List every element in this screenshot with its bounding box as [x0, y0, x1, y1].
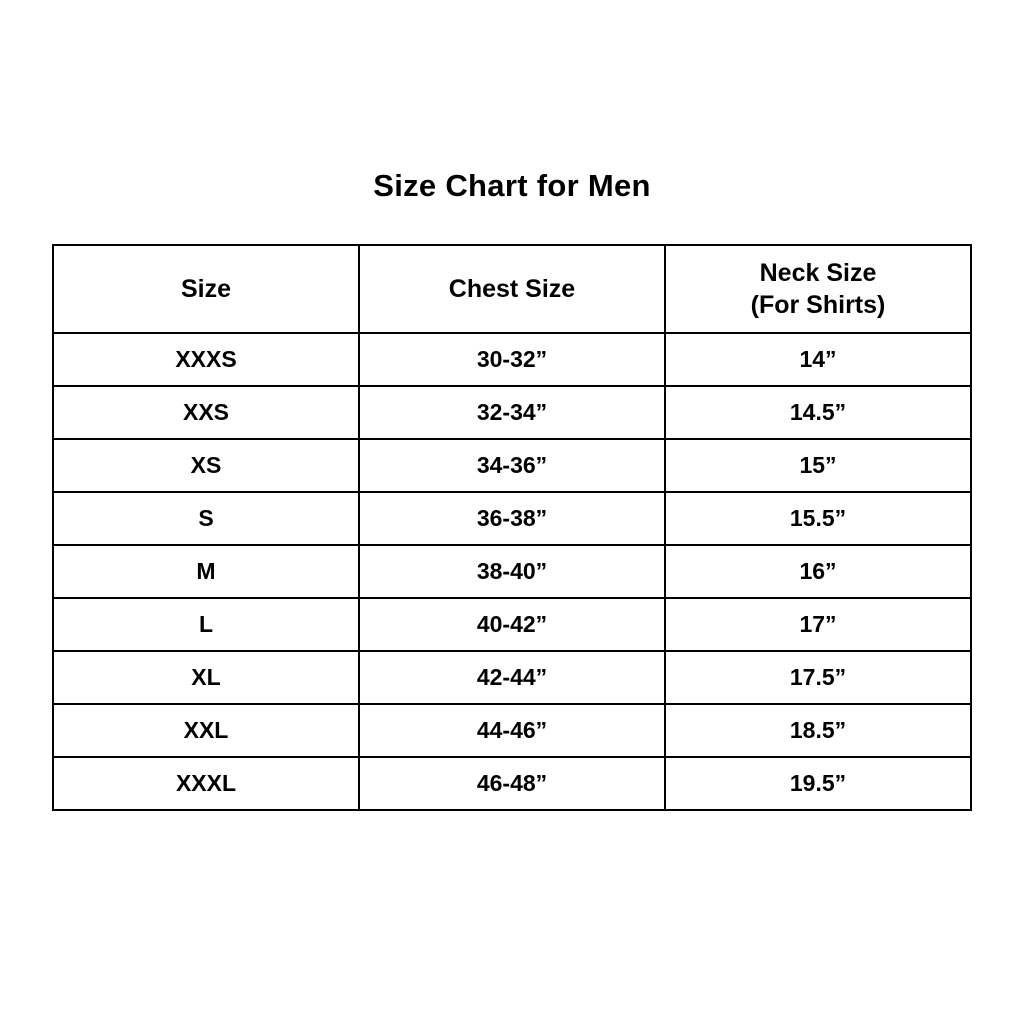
neck-size-cell: 16”	[664, 544, 972, 599]
chest-size-cell: 44-46”	[358, 703, 666, 758]
neck-size-header-line1: Neck Size	[759, 258, 877, 287]
neck-size-cell: 19.5”	[664, 756, 972, 811]
chest-size-cell: 42-44”	[358, 650, 666, 705]
neck-size-cell: 18.5”	[664, 703, 972, 758]
size-cell: XXS	[52, 385, 360, 440]
size-chart-table: Size Chest Size Neck Size (For Shirts) X…	[52, 244, 972, 811]
table-row: XXL 44-46” 18.5”	[52, 703, 972, 758]
chest-size-cell: 46-48”	[358, 756, 666, 811]
chest-size-cell: 36-38”	[358, 491, 666, 546]
chest-size-column-header: Chest Size	[358, 244, 666, 334]
size-column-header: Size	[52, 244, 360, 334]
size-cell: S	[52, 491, 360, 546]
table-row: XXXL 46-48” 19.5”	[52, 756, 972, 811]
neck-size-cell: 17.5”	[664, 650, 972, 705]
page-title: Size Chart for Men	[373, 168, 651, 203]
table-row: XXS 32-34” 14.5”	[52, 385, 972, 440]
neck-size-cell: 17”	[664, 597, 972, 652]
neck-size-cell: 15.5”	[664, 491, 972, 546]
header-row: Size Chest Size Neck Size (For Shirts)	[52, 244, 972, 334]
size-cell: XXXL	[52, 756, 360, 811]
chest-size-cell: 38-40”	[358, 544, 666, 599]
size-cell: L	[52, 597, 360, 652]
neck-size-cell: 14.5”	[664, 385, 972, 440]
size-cell: XXL	[52, 703, 360, 758]
size-cell: XS	[52, 438, 360, 493]
table-row: XL 42-44” 17.5”	[52, 650, 972, 705]
neck-size-cell: 15”	[664, 438, 972, 493]
neck-size-header-line2: (For Shirts)	[750, 291, 886, 319]
size-cell: XXXS	[52, 332, 360, 387]
chest-size-cell: 30-32”	[358, 332, 666, 387]
table-row: L 40-42” 17”	[52, 597, 972, 652]
chest-size-cell: 40-42”	[358, 597, 666, 652]
chest-size-cell: 34-36”	[358, 438, 666, 493]
neck-size-cell: 14”	[664, 332, 972, 387]
size-cell: XL	[52, 650, 360, 705]
table-row: M 38-40” 16”	[52, 544, 972, 599]
size-cell: M	[52, 544, 360, 599]
chest-size-cell: 32-34”	[358, 385, 666, 440]
table-row: XXXS 30-32” 14”	[52, 332, 972, 387]
table-row: S 36-38” 15.5”	[52, 491, 972, 546]
neck-size-column-header: Neck Size (For Shirts)	[664, 244, 972, 334]
table-row: XS 34-36” 15”	[52, 438, 972, 493]
